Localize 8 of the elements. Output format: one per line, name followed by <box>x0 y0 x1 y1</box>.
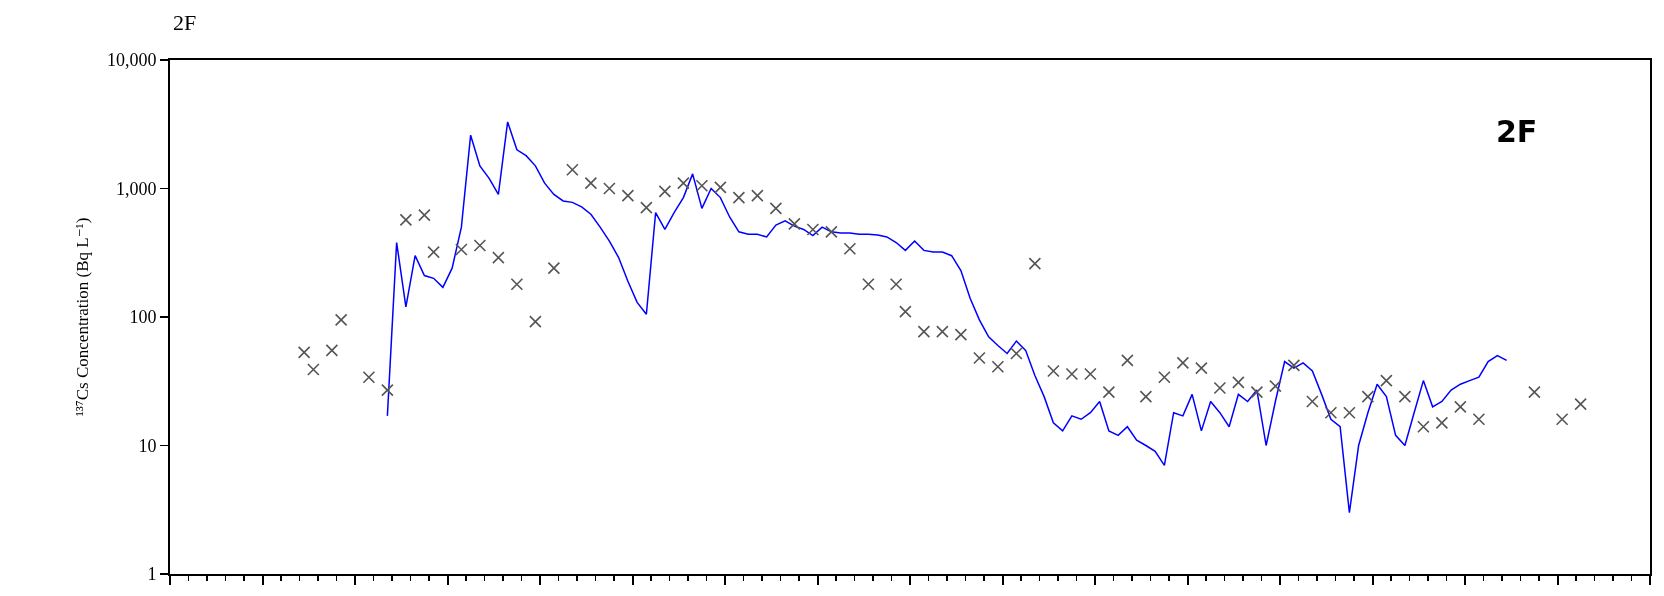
y-tick-label: 1 <box>147 564 157 585</box>
annotation: 2F <box>1496 114 1538 149</box>
chart-title: 2F <box>173 10 197 36</box>
y-axis-title: ¹³⁷Cs Concentration (Bq L⁻¹) <box>72 217 92 417</box>
y-tick-label: 10,000 <box>106 50 157 71</box>
y-tick-label: 10 <box>138 435 157 456</box>
y-tick-label: 100 <box>129 307 157 328</box>
y-tick-label: 1,000 <box>115 178 157 199</box>
